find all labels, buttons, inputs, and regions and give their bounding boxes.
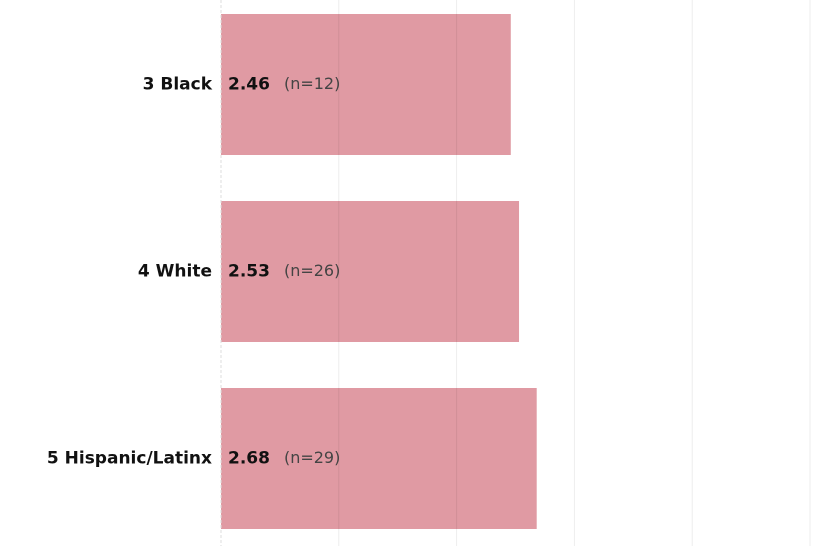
category-label: 4 White [138,262,212,282]
n-label: (n=12) [284,74,340,93]
bar [221,14,511,155]
bar [221,388,537,529]
value-label: 2.46 [228,75,270,95]
value-label: 2.68 [228,449,270,469]
value-label: 2.53 [228,262,270,282]
category-label: 5 Hispanic/Latinx [47,449,212,469]
n-label: (n=26) [284,261,340,280]
n-label: (n=29) [284,448,340,467]
bar [221,201,520,342]
category-label: 3 Black [143,75,213,95]
